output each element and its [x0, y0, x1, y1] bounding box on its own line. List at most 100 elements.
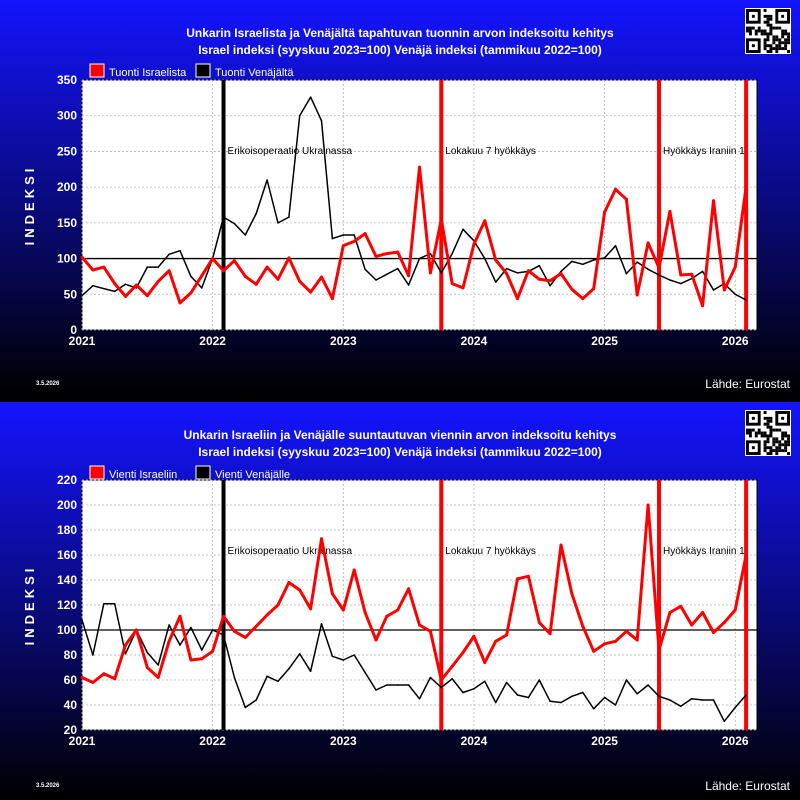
data-point — [549, 700, 551, 703]
data-point — [375, 279, 377, 281]
data-point — [81, 294, 83, 297]
data-point — [560, 701, 562, 704]
data-point — [233, 222, 236, 225]
data-point — [625, 679, 628, 681]
data-point — [124, 643, 127, 647]
data-point — [548, 632, 552, 636]
data-point — [81, 619, 83, 621]
data-point — [266, 179, 268, 181]
y-tick-label: 180 — [57, 523, 77, 537]
data-point — [701, 270, 704, 273]
x-tick-label: 2021 — [69, 334, 96, 348]
data-point — [472, 634, 476, 638]
data-point — [571, 260, 573, 263]
data-point — [592, 649, 596, 653]
data-point — [440, 272, 443, 274]
data-point — [167, 639, 171, 643]
data-point — [745, 299, 747, 301]
qr-code-icon — [745, 8, 791, 54]
data-point — [537, 277, 541, 281]
data-point — [134, 283, 138, 287]
data-point — [102, 265, 106, 269]
data-point — [298, 588, 302, 592]
data-point — [374, 638, 378, 642]
data-point — [91, 681, 95, 684]
x-tick-label: 2026 — [722, 734, 749, 748]
data-point — [276, 603, 280, 607]
data-point — [254, 282, 258, 286]
data-point — [679, 273, 683, 277]
x-tick-label: 2022 — [199, 334, 226, 348]
data-point — [582, 263, 584, 266]
x-tick-label: 2022 — [199, 734, 226, 748]
data-point — [516, 297, 519, 301]
y-tick-label: 20 — [64, 723, 78, 737]
data-point — [570, 287, 574, 291]
data-point — [102, 672, 106, 676]
data-point — [722, 288, 726, 292]
y-tick-label: 50 — [64, 287, 78, 301]
data-point — [624, 197, 628, 201]
data-point — [211, 629, 214, 631]
data-point — [386, 684, 388, 686]
data-point — [734, 293, 736, 296]
data-point — [364, 671, 366, 674]
data-point — [647, 684, 649, 686]
data-point — [233, 676, 236, 679]
data-point — [636, 693, 638, 695]
legend-label: Vienti Venäjälle — [215, 469, 290, 481]
data-point — [352, 568, 356, 572]
data-point — [341, 244, 345, 248]
x-tick-label: 2025 — [591, 734, 618, 748]
data-point — [450, 664, 454, 668]
data-point — [222, 269, 225, 273]
x-tick-label: 2024 — [461, 734, 488, 748]
y-tick-label: 160 — [57, 548, 77, 562]
data-point — [287, 581, 291, 584]
data-point — [92, 654, 94, 656]
chart-subtitle: Israel indeksi (syyskuu 2023=100) Venäjä… — [198, 43, 602, 57]
data-point — [494, 701, 497, 704]
data-point — [211, 257, 215, 261]
data-point — [658, 695, 660, 698]
data-point — [494, 639, 498, 643]
data-point — [570, 592, 574, 596]
data-point — [636, 261, 638, 263]
y-tick-label: 200 — [57, 498, 77, 512]
data-point — [342, 234, 345, 236]
data-point — [342, 659, 345, 661]
y-tick-label: 60 — [64, 673, 78, 687]
data-point — [559, 272, 563, 276]
data-point — [538, 679, 541, 681]
data-point — [320, 119, 323, 122]
data-point — [168, 624, 170, 626]
data-point — [439, 678, 443, 682]
y-tick-label: 0 — [70, 323, 77, 337]
data-point — [516, 272, 519, 274]
data-point — [341, 608, 345, 612]
legend-label: Vienti Israeliin — [109, 469, 177, 481]
data-point — [592, 287, 596, 291]
data-point — [331, 655, 334, 658]
y-tick-label: 220 — [57, 473, 77, 487]
data-point — [526, 574, 530, 578]
legend-swatch — [195, 465, 211, 480]
panel-separator — [0, 398, 800, 402]
data-point — [309, 96, 312, 98]
data-point — [625, 272, 628, 275]
data-point — [614, 704, 617, 706]
y-axis-label: INDEKSI — [22, 165, 37, 246]
data-point — [276, 277, 280, 281]
data-point — [113, 677, 117, 681]
data-point — [548, 279, 552, 283]
data-point — [396, 250, 400, 254]
y-tick-label: 100 — [57, 623, 77, 637]
data-point — [331, 237, 334, 240]
data-point — [549, 284, 551, 287]
data-point — [200, 657, 204, 661]
data-point — [526, 269, 530, 273]
data-point — [277, 680, 279, 683]
data-point — [461, 651, 465, 654]
data-point — [745, 694, 747, 696]
